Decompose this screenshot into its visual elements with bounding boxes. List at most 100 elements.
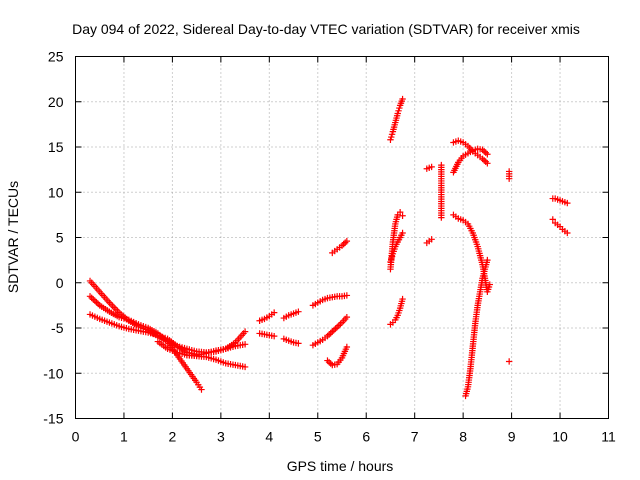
series-arc-25 xyxy=(505,168,513,365)
data-point xyxy=(484,256,491,264)
data-point xyxy=(564,199,571,207)
data-point xyxy=(343,292,351,299)
x-tick-label: 1 xyxy=(120,429,128,445)
series-arc-7 xyxy=(256,330,278,340)
x-tick-label: 0 xyxy=(72,429,80,445)
series-arc-21 xyxy=(450,137,491,167)
series-arc-11 xyxy=(309,313,351,349)
data-point xyxy=(332,325,339,332)
data-point xyxy=(505,175,513,182)
data-point xyxy=(337,320,344,328)
y-tick-label: 25 xyxy=(48,49,64,65)
x-tick-label: 6 xyxy=(362,429,370,445)
data-point xyxy=(91,297,99,305)
data-point xyxy=(342,239,349,246)
data-point xyxy=(482,149,489,156)
chart-title: Day 094 of 2022, Sidereal Day-to-day VTE… xyxy=(72,21,580,37)
y-tick-label: 10 xyxy=(48,184,64,200)
data-point xyxy=(335,322,342,329)
series-arc-9 xyxy=(280,335,302,347)
x-tick-labels: 0 1 2 3 4 5 6 7 8 9 10 11 xyxy=(72,429,616,445)
series-arc-16 xyxy=(387,229,406,266)
y-tick-label: -15 xyxy=(43,411,63,427)
data-point xyxy=(295,308,302,315)
series-arc-8 xyxy=(280,308,302,322)
y-axis-label: SDTVAR / TECUs xyxy=(5,181,21,293)
data-point xyxy=(340,240,347,248)
x-tick-label: 3 xyxy=(217,429,225,445)
series-arc-22 xyxy=(450,145,491,176)
data-point xyxy=(270,309,278,316)
series-arc-10 xyxy=(309,292,351,309)
series-arc-3 xyxy=(86,311,200,358)
data-point xyxy=(480,157,488,164)
data-point xyxy=(327,329,334,337)
data-point xyxy=(486,281,493,288)
x-tick-label: 9 xyxy=(508,429,516,445)
series-arc-2 xyxy=(86,293,205,393)
series-arc-17 xyxy=(387,295,406,328)
data-point xyxy=(343,313,351,321)
x-tick-label: 11 xyxy=(601,429,616,445)
grid xyxy=(75,56,609,419)
data-point xyxy=(343,343,351,351)
data-point xyxy=(88,294,95,302)
data-marks xyxy=(86,95,571,400)
series-arc-12 xyxy=(324,343,351,369)
series-arc-24 xyxy=(462,256,491,400)
series-arc-19 xyxy=(423,236,435,247)
data-point xyxy=(396,208,404,216)
x-tick-label: 7 xyxy=(411,429,419,445)
series-arc-14 xyxy=(387,95,406,143)
plot-frame xyxy=(75,56,609,419)
data-point xyxy=(86,293,94,300)
data-point xyxy=(428,163,435,171)
data-point xyxy=(343,237,351,245)
x-tick-label: 5 xyxy=(314,429,322,445)
data-point xyxy=(399,212,406,219)
data-point xyxy=(295,340,302,347)
series-arc-27 xyxy=(549,216,571,237)
data-point xyxy=(325,331,333,338)
data-point xyxy=(270,332,278,340)
series-arc-5 xyxy=(183,341,249,359)
data-point xyxy=(399,95,406,103)
data-point xyxy=(399,229,406,237)
data-point xyxy=(241,363,249,371)
tick-marks xyxy=(75,56,609,419)
series-arc-20 xyxy=(438,161,445,221)
y-tick-label: 5 xyxy=(56,230,64,246)
x-tick-label: 2 xyxy=(169,429,177,445)
x-tick-label: 10 xyxy=(552,429,568,445)
data-point xyxy=(549,216,556,223)
y-tick-label: 0 xyxy=(56,275,64,291)
y-tick-label: 15 xyxy=(48,139,64,155)
series-arc-18 xyxy=(423,163,435,172)
data-point xyxy=(484,160,491,167)
data-point xyxy=(329,328,336,335)
data-point xyxy=(564,229,571,237)
series-arc-6 xyxy=(256,309,278,324)
series-arc-13 xyxy=(329,237,351,257)
data-point xyxy=(241,328,249,335)
x-axis-label: GPS time / hours xyxy=(287,458,394,474)
data-point xyxy=(438,214,445,221)
y-tick-label: -5 xyxy=(51,320,64,336)
x-tick-label: 8 xyxy=(459,429,467,445)
series-arc-26 xyxy=(549,195,571,207)
data-point xyxy=(90,296,97,303)
data-point xyxy=(93,299,100,306)
data-point xyxy=(399,295,406,303)
data-point xyxy=(325,358,333,366)
data-point xyxy=(482,158,489,165)
y-tick-labels: -15 -10 -5 0 5 10 15 20 25 xyxy=(43,49,63,427)
data-point xyxy=(327,360,334,367)
x-tick-label: 4 xyxy=(265,429,273,445)
data-point xyxy=(198,386,205,393)
y-tick-label: -10 xyxy=(43,365,63,381)
data-point xyxy=(428,236,435,243)
y-tick-label: 20 xyxy=(48,94,64,110)
data-point xyxy=(505,358,513,365)
data-point xyxy=(484,151,491,158)
